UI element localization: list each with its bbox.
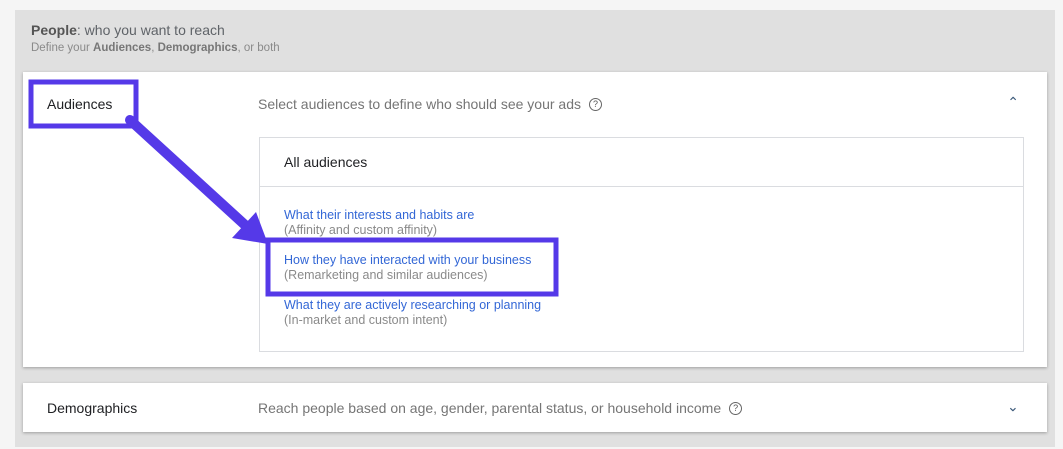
audience-option[interactable]: What they are actively researching or pl… bbox=[284, 298, 542, 327]
demographics-card[interactable]: Demographics Reach people based on age, … bbox=[23, 383, 1047, 432]
audiences-description: Select audiences to define who should se… bbox=[258, 96, 602, 112]
audiences-label[interactable]: Audiences bbox=[47, 96, 113, 112]
people-title: People: who you want to reach bbox=[31, 22, 225, 38]
demographics-description: Reach people based on age, gender, paren… bbox=[258, 400, 743, 416]
people-subtitle: Define your Audiences, Demographics, or … bbox=[31, 42, 280, 54]
highlight-remarketing bbox=[265, 237, 559, 297]
help-icon[interactable]: ? bbox=[729, 401, 743, 415]
all-audiences-box: All audiences What their interests and h… bbox=[259, 137, 1024, 352]
help-icon[interactable]: ? bbox=[589, 97, 602, 111]
highlight-audiences bbox=[28, 79, 139, 129]
arrow-head-icon bbox=[232, 212, 268, 244]
audience-option[interactable]: How they have interacted with your busin… bbox=[284, 253, 532, 282]
audience-option[interactable]: What their interests and habits are (Affi… bbox=[284, 208, 475, 237]
demographics-label[interactable]: Demographics bbox=[47, 400, 138, 416]
chevron-up-icon[interactable]: ⌃ bbox=[1007, 94, 1019, 110]
all-audiences-title: All audiences bbox=[260, 138, 1023, 187]
arrow-line bbox=[125, 115, 250, 230]
audiences-card: Audiences Select audiences to define who… bbox=[23, 72, 1047, 367]
